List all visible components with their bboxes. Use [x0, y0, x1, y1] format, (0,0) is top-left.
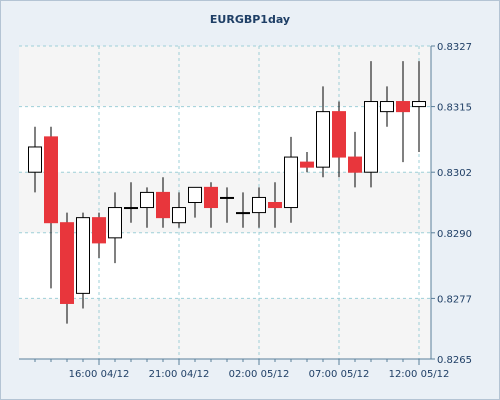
candle-body-down	[156, 191, 170, 219]
candle	[172, 192, 186, 228]
candle	[380, 86, 394, 127]
y-tick-label: 0.8277	[437, 294, 472, 305]
candle	[60, 212, 74, 324]
x-tick-label: 12:00 05/12	[389, 369, 450, 380]
candle	[412, 61, 426, 153]
y-tick-label: 0.8327	[437, 42, 472, 53]
candle	[44, 126, 58, 289]
y-tick-label: 0.8302	[437, 168, 472, 179]
candle	[396, 61, 410, 163]
candle-body-down	[60, 222, 74, 304]
candle-body-up	[364, 101, 378, 173]
grid-band	[19, 46, 431, 107]
candle-body-up	[220, 196, 234, 199]
candle-body-up	[188, 186, 202, 204]
candle-body-up	[140, 191, 154, 209]
candle	[268, 182, 282, 228]
candle	[284, 136, 298, 223]
candle-body-down	[268, 202, 282, 209]
x-tick-label: 02:00 05/12	[229, 369, 290, 380]
y-axis-ticks: 0.8265 0.8277 0.8290 0.8302 0.8315 0.8327	[431, 42, 472, 366]
candle-body-up	[172, 207, 186, 224]
candle	[204, 182, 218, 228]
x-tick-label: 07:00 05/12	[309, 369, 370, 380]
candle	[236, 192, 250, 228]
candle	[220, 187, 234, 223]
x-axis-ticks: 16:00 04/12 21:00 04/12 02:00 05/12 07:00 0…	[34, 359, 450, 380]
candle-body-up	[236, 212, 250, 215]
candle-body-up	[76, 217, 90, 294]
y-tick-label: 0.8315	[437, 103, 472, 114]
candle-body-up	[252, 196, 266, 214]
candle	[108, 192, 122, 264]
candle	[156, 177, 170, 228]
y-tick-label: 0.8290	[437, 229, 472, 240]
candle-body-up	[28, 146, 42, 173]
candle	[332, 101, 346, 178]
candle-body-down	[44, 136, 58, 224]
candle	[76, 212, 90, 309]
candle-body-up	[316, 111, 330, 168]
candle	[316, 86, 330, 178]
candle-body-up	[284, 156, 298, 209]
candle-body-down	[332, 111, 346, 158]
candle	[124, 182, 138, 223]
candle-body-up	[124, 207, 138, 210]
candle-body-down	[92, 217, 106, 244]
candle	[300, 152, 314, 173]
candle	[140, 187, 154, 228]
x-tick-label: 21:00 04/12	[149, 369, 210, 380]
candle	[364, 61, 378, 188]
candle	[92, 212, 106, 259]
candle	[252, 187, 266, 228]
candle-body-up	[380, 101, 394, 113]
y-tick-label: 0.8265	[437, 355, 472, 366]
candles	[28, 61, 426, 324]
alternating-bands	[19, 46, 431, 359]
candle-body-down	[300, 161, 314, 168]
grid-band	[19, 298, 431, 359]
candle-body-down	[204, 186, 218, 209]
axes	[19, 46, 432, 360]
candle	[348, 131, 362, 188]
candle-body-down	[348, 156, 362, 173]
candle-body-up	[412, 101, 426, 108]
candle	[188, 186, 202, 218]
x-tick-label: 16:00 04/12	[69, 369, 130, 380]
candle-body-down	[396, 101, 410, 113]
candle-body-up	[108, 207, 122, 239]
chart-title: EURGBP1day	[210, 13, 290, 26]
candle	[28, 126, 42, 193]
